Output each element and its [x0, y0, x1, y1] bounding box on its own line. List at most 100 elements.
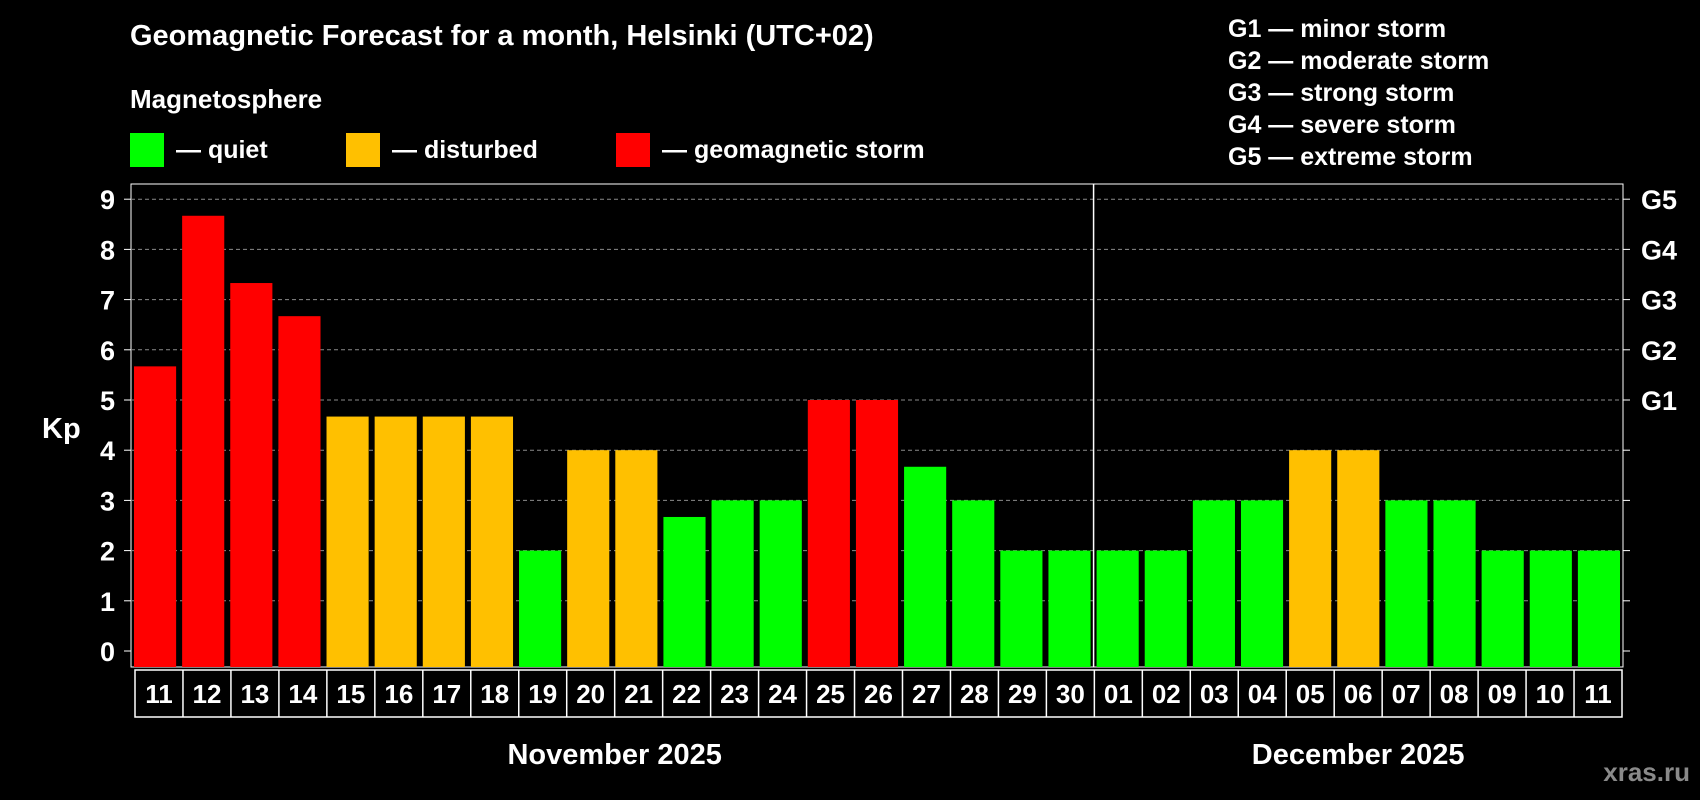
x-tick-label: 07 [1392, 679, 1421, 709]
bar [1385, 500, 1428, 667]
g-level-label: G3 [1641, 286, 1677, 316]
x-tick-label: 17 [432, 679, 461, 709]
x-tick-label: 21 [624, 679, 653, 709]
y-tick-label: 4 [100, 436, 115, 466]
chart-title: Geomagnetic Forecast for a month, Helsin… [130, 20, 874, 52]
y-tick-label: 8 [100, 235, 115, 265]
bar [374, 416, 417, 667]
x-tick-label: 11 [1584, 679, 1612, 709]
y-tick-label: 6 [100, 336, 115, 366]
y-tick-label: 3 [100, 486, 115, 516]
x-tick-label: 01 [1104, 679, 1133, 709]
watermark: xras.ru [1603, 757, 1690, 787]
bar [1481, 550, 1524, 667]
bar [1577, 550, 1620, 667]
month-label: November 2025 [507, 739, 721, 771]
x-tick-label: 22 [672, 679, 701, 709]
bar [567, 450, 610, 667]
bar [663, 516, 706, 667]
y-tick-label: 0 [100, 637, 115, 667]
x-tick-label: 24 [768, 679, 797, 709]
y-axis-label: Kp [42, 413, 81, 445]
date-strip [134, 669, 1623, 718]
bar [711, 500, 754, 667]
x-tick-label: 18 [480, 679, 509, 709]
legend-label-storm: — geomagnetic storm [662, 135, 925, 164]
storm-scale-g4: G4 — severe storm [1228, 111, 1456, 139]
bar [1529, 550, 1572, 667]
bar [1192, 500, 1235, 667]
legend-item-quiet: — quiet [130, 133, 268, 167]
bar [855, 400, 899, 667]
x-tick-label: 27 [912, 679, 941, 709]
bar [326, 416, 369, 667]
x-tick-label: 26 [864, 679, 893, 709]
x-tick-label: 29 [1008, 679, 1037, 709]
storm-scale-g2: G2 — moderate storm [1228, 47, 1490, 75]
month-label: December 2025 [1252, 739, 1465, 771]
y-tick-label: 9 [100, 185, 115, 215]
x-tick-label: 23 [720, 679, 749, 709]
x-tick-label: 15 [336, 679, 365, 709]
x-tick-label: 04 [1248, 679, 1277, 709]
x-tick-label: 25 [816, 679, 845, 709]
g-level-label: G1 [1641, 386, 1677, 416]
y-tick-label: 1 [100, 587, 115, 617]
x-tick-label: 12 [192, 679, 221, 709]
legend-item-disturbed: — disturbed [346, 133, 538, 167]
x-tick-label: 28 [960, 679, 989, 709]
x-tick-label: 03 [1200, 679, 1229, 709]
y-tick-label: 5 [100, 386, 115, 416]
x-tick-label: 05 [1296, 679, 1325, 709]
bar [422, 416, 465, 667]
bar [134, 366, 177, 667]
legend-swatch-disturbed [346, 133, 380, 167]
legend-label-quiet: — quiet [176, 135, 268, 164]
bar [904, 466, 947, 667]
bar [1433, 500, 1476, 667]
x-tick-label: 02 [1152, 679, 1181, 709]
bar [1240, 500, 1284, 667]
bar [1289, 450, 1332, 667]
bar [470, 416, 514, 667]
x-tick-label: 10 [1536, 679, 1565, 709]
legend-label-disturbed: — disturbed [392, 135, 538, 164]
bar [807, 400, 850, 667]
storm-scale-legend: G1 — minor storm G2 — moderate storm G3 … [1228, 13, 1489, 173]
bar [1048, 550, 1091, 667]
bar [759, 500, 802, 667]
legend-item-storm: — geomagnetic storm [616, 133, 925, 167]
x-tick-label: 08 [1440, 679, 1469, 709]
x-tick-label: 16 [384, 679, 413, 709]
chart-subtitle: Magnetosphere [130, 84, 323, 114]
storm-scale-g3: G3 — strong storm [1228, 79, 1455, 107]
x-tick-label: 11 [145, 679, 173, 709]
bar [1337, 450, 1380, 667]
bar [1000, 550, 1043, 667]
x-tick-label: 20 [576, 679, 605, 709]
g-level-label: G5 [1641, 185, 1677, 215]
bar [278, 316, 321, 667]
bar [952, 500, 995, 667]
bar [182, 215, 225, 668]
bar [1144, 550, 1187, 667]
y-tick-label: 7 [100, 286, 115, 316]
bar [615, 450, 658, 667]
x-tick-label: 14 [288, 679, 317, 709]
x-tick-label: 13 [240, 679, 269, 709]
g-level-label: G2 [1641, 336, 1677, 366]
x-tick-label: 30 [1056, 679, 1085, 709]
storm-scale-g1: G1 — minor storm [1228, 15, 1447, 43]
bar [1096, 550, 1139, 667]
bar [230, 283, 273, 667]
x-tick-label: 19 [528, 679, 557, 709]
storm-scale-g5: G5 — extreme storm [1228, 143, 1473, 171]
bar [519, 550, 562, 667]
x-tick-label: 09 [1488, 679, 1517, 709]
legend-swatch-storm [616, 133, 650, 167]
x-tick-label: 06 [1344, 679, 1373, 709]
g-level-label: G4 [1641, 235, 1677, 265]
legend-swatch-quiet [130, 133, 164, 167]
y-tick-label: 2 [100, 537, 115, 567]
